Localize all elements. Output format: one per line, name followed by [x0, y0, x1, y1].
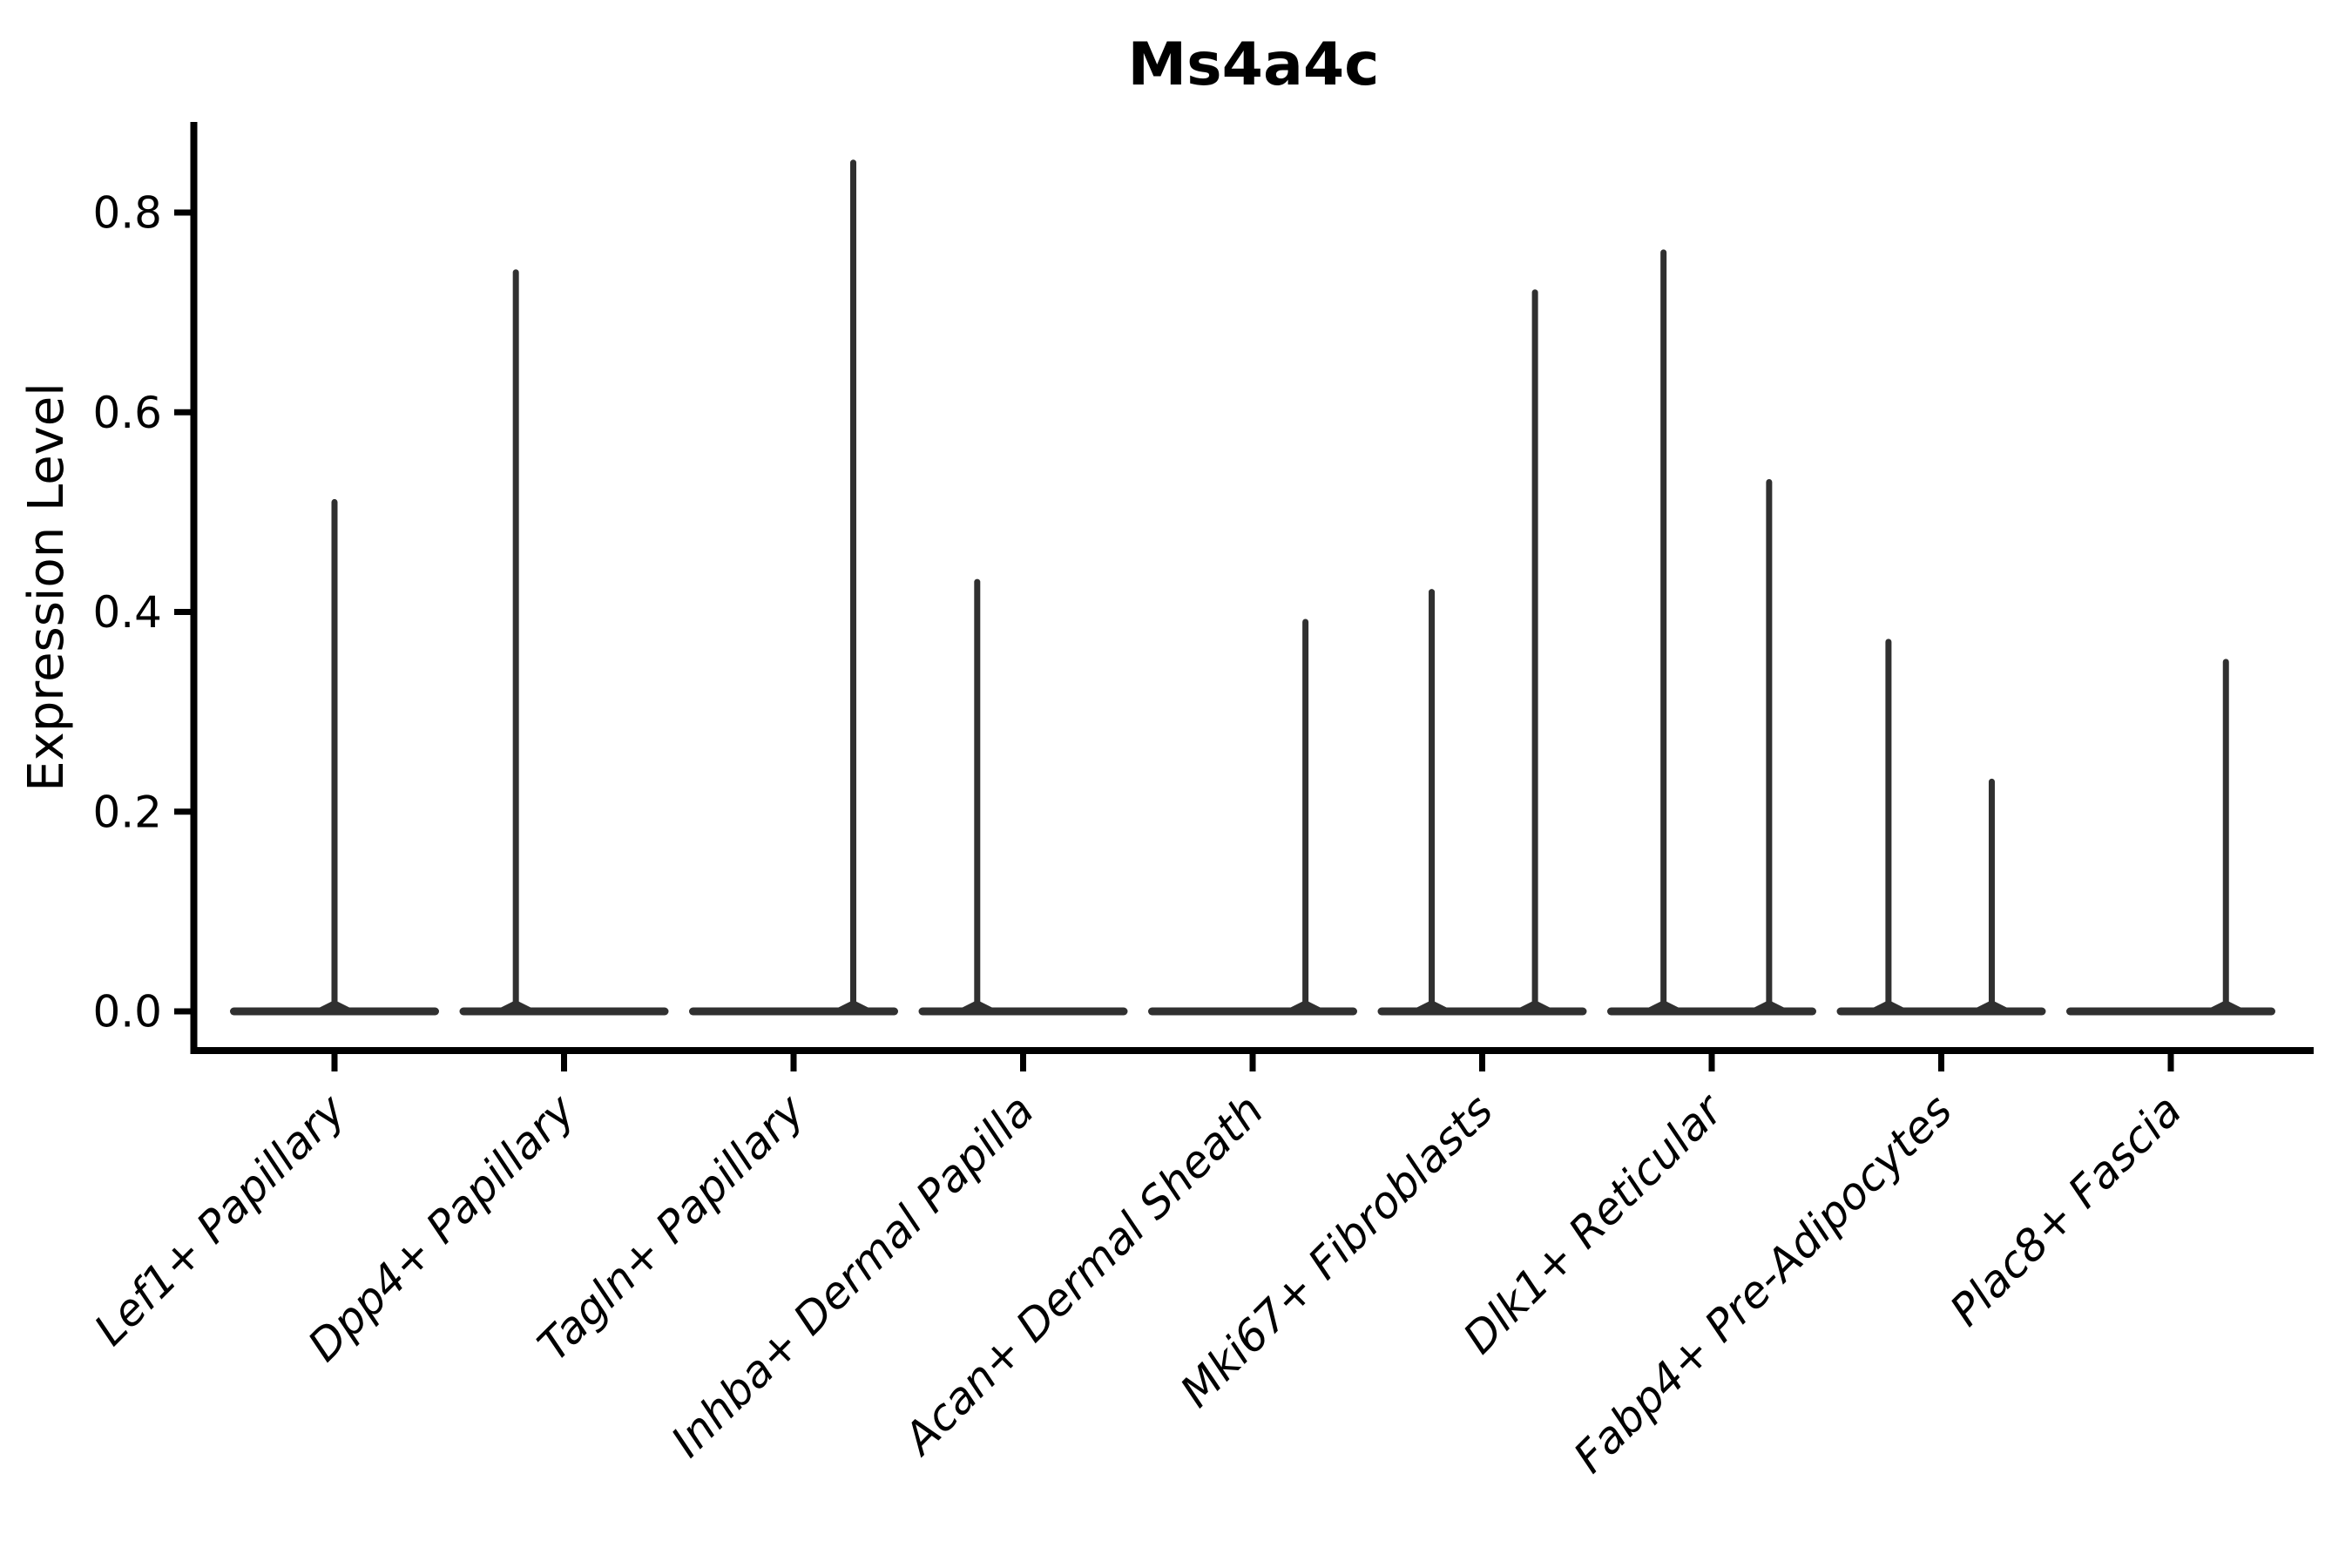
x-tick-label: Fabp4+ Pre-Adipocytes [1564, 1085, 1962, 1483]
violin-base [918, 1007, 1128, 1016]
x-tick-label: Lef1+ Papillary [84, 1084, 355, 1355]
y-tick-label: 0.4 [92, 587, 162, 638]
chart-title: Ms4a4c [1128, 30, 1380, 99]
x-tick-label: Inhba+ Dermal Papilla [662, 1085, 1044, 1466]
y-axis-label: Expression Level [18, 382, 75, 792]
violin-base [459, 1007, 669, 1016]
y-tick-label: 0.2 [92, 787, 162, 837]
y-tick-label: 0.0 [92, 987, 162, 1037]
y-tick-label: 0.6 [92, 388, 162, 438]
x-tick-label: Plac8+ Fascia [1941, 1085, 2192, 1335]
y-tick-label: 0.8 [92, 188, 162, 239]
